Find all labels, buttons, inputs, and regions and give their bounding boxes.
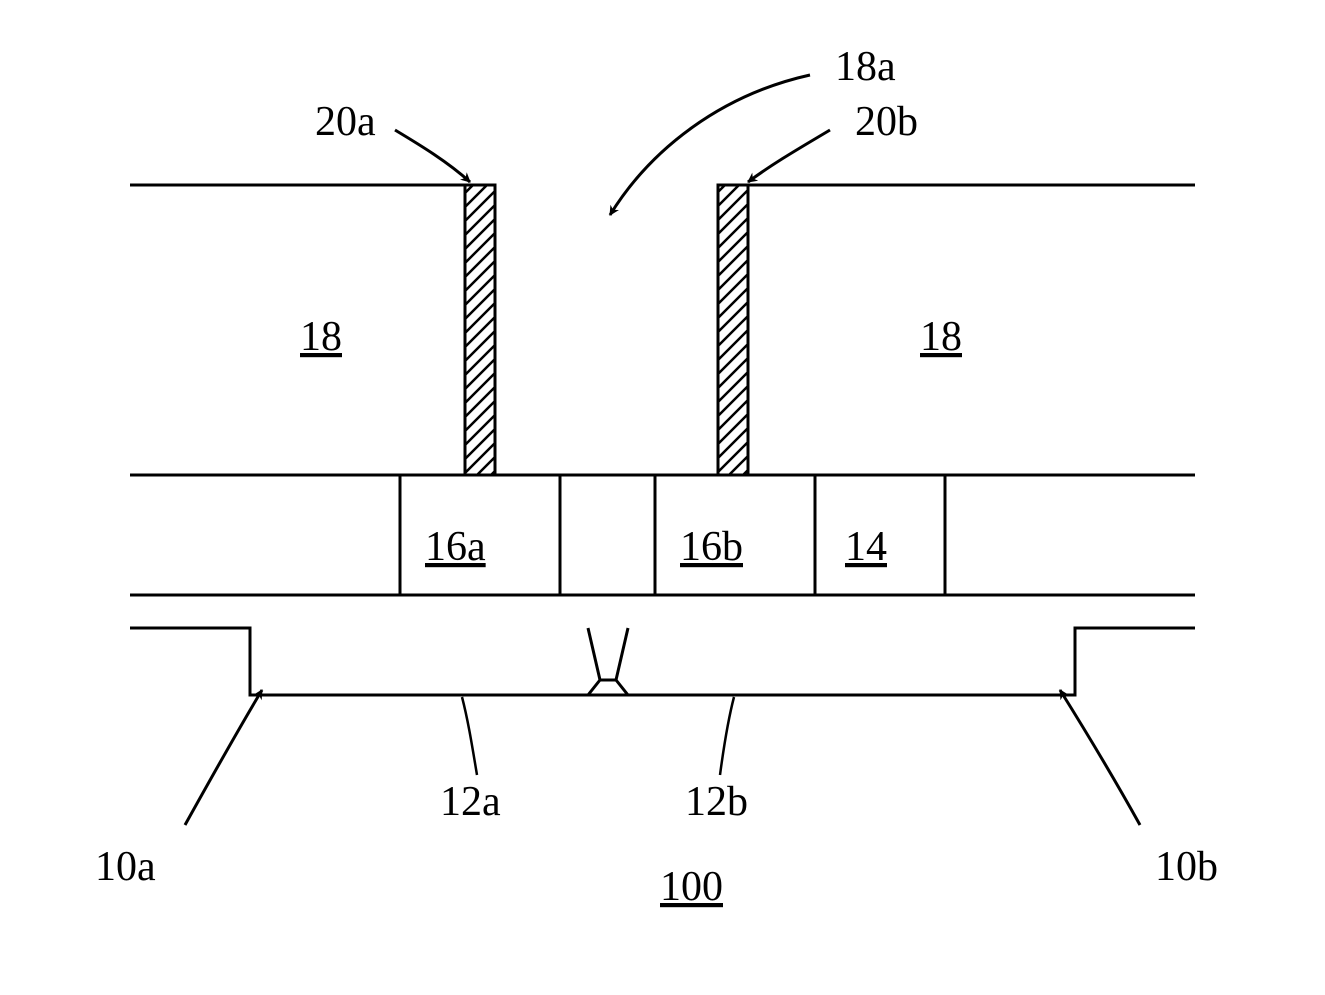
arrow-20a (395, 130, 470, 182)
label-100: 100 (660, 864, 723, 910)
label-20b: 20b (855, 99, 918, 145)
wall-20b (718, 185, 748, 475)
thin-layer (130, 628, 1195, 695)
label-16b: 16b (680, 524, 743, 570)
label-12a: 12a (440, 779, 501, 825)
arrow-20b (748, 130, 830, 182)
label-10b: 10b (1155, 844, 1218, 890)
device-outline (130, 185, 1195, 695)
label-14: 14 (845, 524, 887, 570)
label-18a: 18a (835, 44, 896, 90)
arrow-18a (610, 75, 810, 215)
center-notch (588, 628, 628, 680)
label-12b: 12b (685, 779, 748, 825)
label-10a: 10a (95, 844, 156, 890)
thin-layer-outline (130, 628, 1195, 695)
label-16a: 16a (425, 524, 486, 570)
arrow-10a (185, 690, 262, 825)
label-18-right: 18 (920, 314, 962, 360)
cross-section-diagram: 18a 20a 20b 18 18 16a 16b 14 12a 12b 10a… (0, 0, 1325, 995)
leaders-12 (462, 697, 734, 775)
label-18-left: 18 (300, 314, 342, 360)
wall-20a (465, 185, 495, 475)
label-20a: 20a (315, 99, 376, 145)
arrows (185, 75, 1140, 825)
arrow-10b (1060, 690, 1140, 825)
